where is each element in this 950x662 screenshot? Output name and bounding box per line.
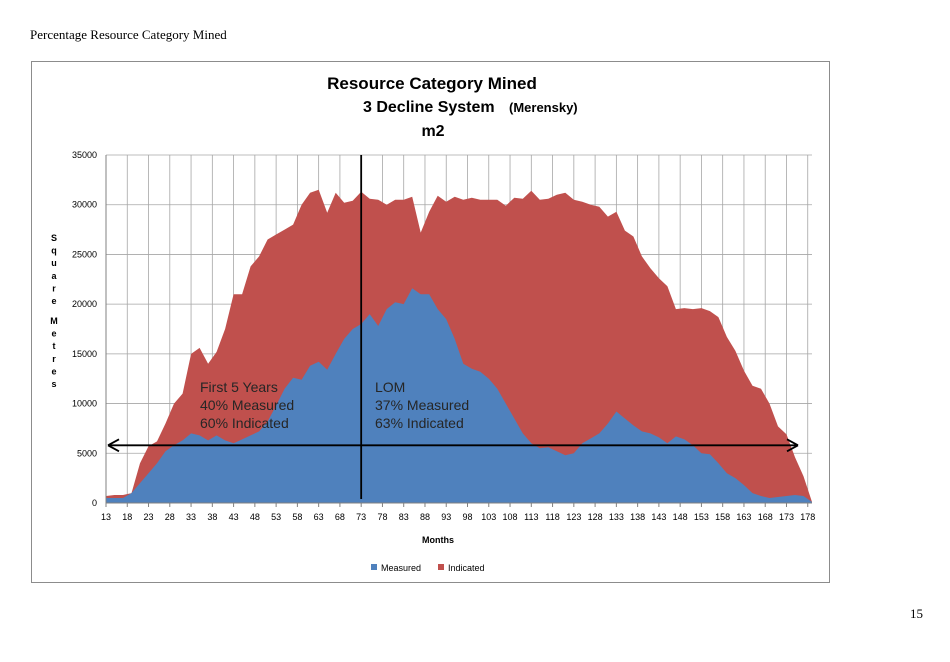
x-tick-label: 43 — [229, 512, 239, 522]
x-tick-label: 163 — [736, 512, 751, 522]
arrow-head-right — [786, 438, 799, 453]
y-axis-title-letter: t — [53, 341, 56, 351]
x-tick-label: 128 — [588, 512, 603, 522]
y-axis-title-letter: S — [51, 233, 57, 243]
annotation-line: 63% Indicated — [375, 415, 464, 431]
x-tick-label: 173 — [779, 512, 794, 522]
x-axis-title: Months — [422, 535, 454, 545]
x-tick-label: 123 — [566, 512, 581, 522]
chart-unit-line: m2 — [421, 123, 444, 140]
x-tick-label: 133 — [609, 512, 624, 522]
x-tick-label: 148 — [673, 512, 688, 522]
y-tick-label: 25000 — [72, 249, 97, 259]
page-number: 15 — [910, 606, 923, 621]
chart-frame: Resource Category Mined 3 Decline System… — [31, 61, 830, 583]
x-tick-label: 33 — [186, 512, 196, 522]
y-axis-title-letter: r — [52, 283, 56, 293]
y-axis-title-letter: s — [51, 379, 56, 389]
x-tick-label: 53 — [271, 512, 281, 522]
area-layer — [106, 189, 812, 504]
axis-layer: 0 5000 10000 15000 20000 25000 30000 35000 13 18 2… — [72, 150, 815, 522]
x-tick-label: 23 — [144, 512, 154, 522]
annotation-line: First 5 Years — [200, 379, 278, 395]
x-tick-label: 68 — [335, 512, 345, 522]
x-tick-label: 178 — [800, 512, 815, 522]
y-axis-title-letter: e — [51, 329, 56, 339]
y-axis-title-letter: e — [51, 296, 56, 306]
x-tick-label: 78 — [377, 512, 387, 522]
y-axis-title-letter: M — [50, 316, 58, 326]
x-tick-label: 158 — [715, 512, 730, 522]
y-axis-title-letter: q — [51, 246, 57, 256]
annotation-line: LOM — [375, 379, 405, 395]
y-axis-title-letter: r — [52, 354, 56, 364]
y-tick-label: 30000 — [72, 200, 97, 210]
x-tick-label: 73 — [356, 512, 366, 522]
chart-title: Resource Category Mined — [327, 74, 537, 93]
annotation-line: 37% Measured — [375, 397, 469, 413]
y-tick-label: 10000 — [72, 399, 97, 409]
page-header: Percentage Resource Category Mined — [30, 27, 227, 42]
x-tick-label: 103 — [481, 512, 496, 522]
area-measured — [106, 288, 812, 503]
x-tick-label: 83 — [399, 512, 409, 522]
x-tick-label: 93 — [441, 512, 451, 522]
x-tick-label: 28 — [165, 512, 175, 522]
x-tick-label: 38 — [207, 512, 217, 522]
x-tick-label: 98 — [462, 512, 472, 522]
chart-subtitle-main: 3 Decline System — [363, 99, 495, 116]
y-axis-title-letter: u — [51, 258, 57, 268]
annotation-line: 40% Measured — [200, 397, 294, 413]
legend: Measured Indicated — [371, 563, 485, 573]
arrow-head-left — [107, 438, 120, 453]
annotation-lom: LOM 37% Measured 63% Indicated — [375, 379, 469, 431]
chart-svg: Resource Category Mined 3 Decline System… — [50, 74, 815, 573]
x-tick-label: 88 — [420, 512, 430, 522]
x-tick-label: 143 — [651, 512, 666, 522]
annotation-line: 60% Indicated — [200, 415, 289, 431]
legend-label-measured: Measured — [381, 563, 421, 573]
y-axis-title-letter: a — [51, 271, 57, 281]
x-tick-label: 48 — [250, 512, 260, 522]
x-tick-label: 58 — [292, 512, 302, 522]
annotation-first-5-years: First 5 Years 40% Measured 60% Indicated — [200, 379, 294, 431]
y-tick-label: 5000 — [77, 448, 97, 458]
x-tick-label: 118 — [545, 512, 559, 522]
x-tick-label: 18 — [122, 512, 132, 522]
legend-swatch-indicated — [438, 564, 444, 570]
x-tick-label: 63 — [314, 512, 324, 522]
x-tick-label: 108 — [503, 512, 518, 522]
x-tick-label: 13 — [101, 512, 111, 522]
chart-subtitle-sub: (Merensky) — [509, 100, 578, 115]
x-tick-label: 138 — [630, 512, 645, 522]
annotation-layer: First 5 Years 40% Measured 60% Indicated LO… — [107, 155, 799, 499]
y-axis-title-letter: e — [51, 366, 56, 376]
x-tick-label: 113 — [524, 512, 538, 522]
x-tick-label: 168 — [758, 512, 773, 522]
legend-swatch-measured — [371, 564, 377, 570]
y-tick-label: 0 — [92, 498, 97, 508]
x-tick-label: 153 — [694, 512, 709, 522]
legend-label-indicated: Indicated — [448, 563, 485, 573]
y-tick-label: 15000 — [72, 349, 97, 359]
y-tick-label: 20000 — [72, 299, 97, 309]
y-tick-label: 35000 — [72, 150, 97, 160]
